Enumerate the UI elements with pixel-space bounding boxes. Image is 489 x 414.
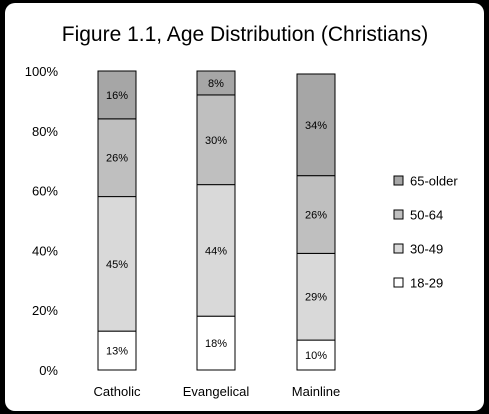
bar-segment: [196, 315, 236, 371]
legend: 65-older 50-64 30-49 18-29: [393, 174, 458, 291]
legend-swatch: [393, 209, 404, 220]
x-axis: Catholic Evangelical Mainline: [94, 384, 341, 399]
legend-label: 50-64: [410, 208, 443, 223]
bar-segment: [296, 339, 336, 371]
y-axis: 0% 20% 40% 60% 80% 100%: [25, 64, 59, 378]
data-label: 26%: [106, 153, 128, 165]
data-label: 8%: [208, 78, 224, 90]
x-tick-label: Mainline: [292, 384, 340, 399]
chart-frame: Figure 1.1, Age Distribution (Christians…: [5, 3, 484, 411]
bar-segment: [296, 252, 336, 341]
bar-segment: [97, 330, 137, 371]
data-label: 34%: [305, 120, 327, 132]
legend-swatch: [393, 175, 404, 186]
bar-segment: [296, 73, 336, 177]
bar-segment: [196, 94, 236, 186]
data-label: 29%: [305, 292, 327, 304]
bar-segment: [196, 184, 236, 317]
data-label: 45%: [106, 259, 128, 271]
chart-title: Figure 1.1, Age Distribution (Christians…: [62, 23, 429, 46]
data-label: 44%: [205, 245, 227, 257]
y-tick-label: 0%: [39, 363, 58, 378]
stacked-bars: 13% 45% 26% 16% 18% 44% 30% 8% 10% 29% 26% 34%: [97, 70, 336, 371]
y-tick-label: 40%: [32, 243, 58, 258]
bar-segment: [196, 70, 236, 96]
data-label: 30%: [205, 135, 227, 147]
legend-swatch: [393, 243, 404, 254]
y-tick-label: 60%: [32, 184, 58, 199]
legend-label: 30-49: [410, 242, 443, 257]
y-tick-label: 20%: [32, 303, 58, 318]
data-label: 18%: [205, 338, 227, 350]
data-label: 13%: [106, 346, 128, 358]
x-tick-label: Catholic: [94, 384, 141, 399]
y-tick-label: 100%: [25, 64, 59, 79]
legend-swatch: [393, 277, 404, 288]
age-distribution-chart: Figure 1.1, Age Distribution (Christians…: [25, 23, 459, 399]
data-label: 10%: [305, 350, 327, 362]
data-label: 26%: [305, 210, 327, 222]
legend-label: 18-29: [410, 276, 443, 291]
bar-segment: [97, 70, 137, 120]
y-tick-label: 80%: [32, 124, 58, 139]
x-tick-label: Evangelical: [183, 384, 250, 399]
bar-segment: [97, 196, 137, 332]
data-label: 16%: [106, 90, 128, 102]
legend-label: 65-older: [410, 174, 458, 189]
